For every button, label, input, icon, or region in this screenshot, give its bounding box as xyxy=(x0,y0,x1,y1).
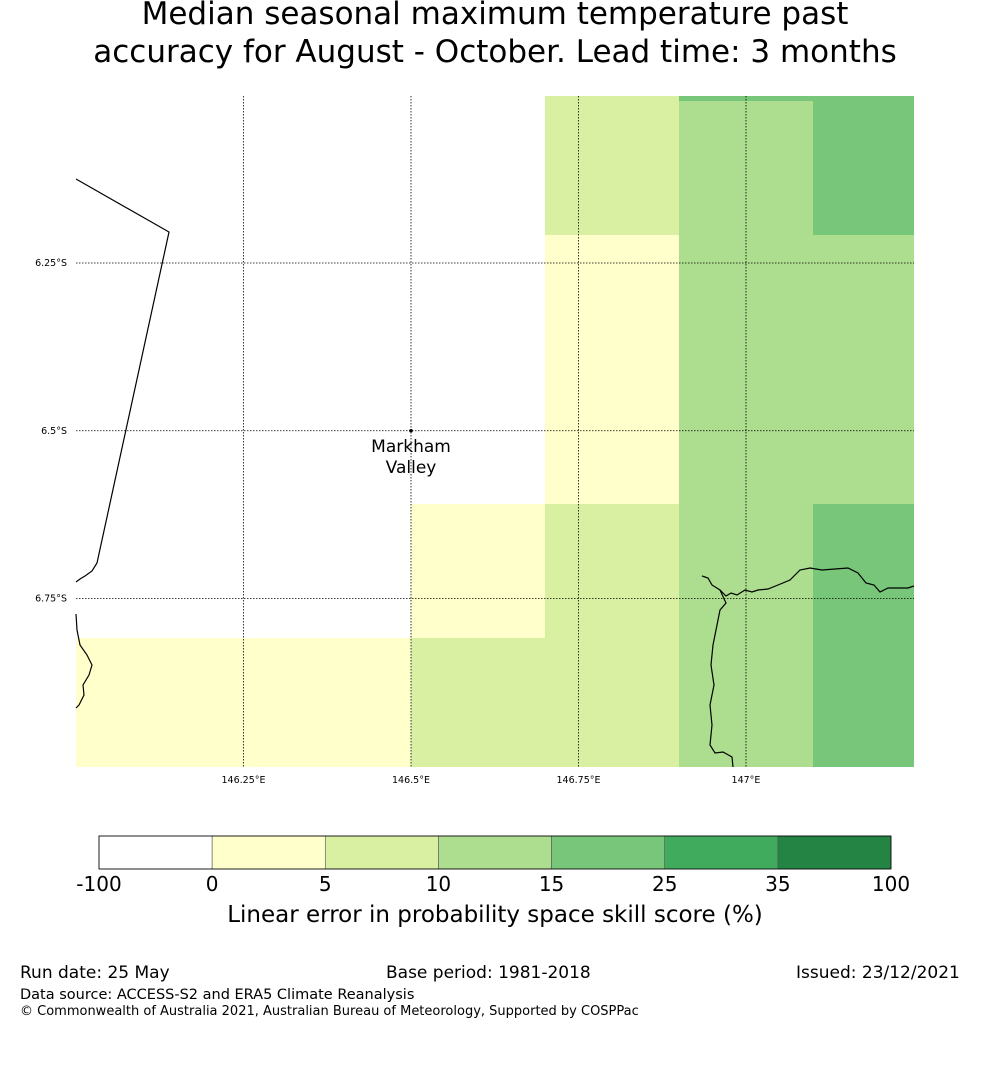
colorbar-tick-label: 100 xyxy=(871,872,911,896)
data-source: Data source: ACCESS-S2 and ERA5 Climate … xyxy=(20,987,415,1003)
colorbar xyxy=(98,835,892,870)
lon-tick-label: 146.25°E xyxy=(222,775,266,786)
lat-tick-label: 6.5°S xyxy=(41,426,67,437)
skill-grid xyxy=(76,96,914,767)
colorbar-swatch xyxy=(211,835,326,870)
grid-cell xyxy=(545,504,679,638)
lat-tick-label: 6.25°S xyxy=(35,258,67,269)
location-label-line-1: Markham xyxy=(371,437,451,457)
colorbar-tick-label: 15 xyxy=(538,872,565,896)
title-line-1: Median seasonal maximum temperature past xyxy=(141,0,849,32)
colorbar-frame xyxy=(98,835,892,870)
issued-date: Issued: 23/12/2021 xyxy=(796,963,960,983)
coastline-north xyxy=(75,178,170,583)
grid-cell xyxy=(679,235,914,504)
location-marker xyxy=(409,428,413,433)
coastline-river-south xyxy=(709,589,734,768)
coastline-river-east xyxy=(701,567,915,597)
grid-cell xyxy=(545,235,679,504)
graticule: 146.25°E 146.5°E 146.75°E 147°E 6.25°S 6.5°S 6… xyxy=(35,96,914,786)
colorbar-swatch xyxy=(777,835,892,870)
title-line-2: accuracy for August - October. Lead time… xyxy=(93,34,897,70)
colorbar-tick-label: 0 xyxy=(205,872,219,896)
run-date: Run date: 25 May xyxy=(20,963,170,983)
colorbar-tick-label: 35 xyxy=(765,872,791,896)
lat-tick-label: 6.75°S xyxy=(35,594,67,605)
coastline-southwest xyxy=(75,613,93,709)
colorbar-swatch xyxy=(324,835,439,870)
colorbar-swatch xyxy=(98,835,213,870)
coastline xyxy=(75,178,915,768)
copyright: © Commonwealth of Australia 2021, Austra… xyxy=(20,1004,639,1019)
grid-cell xyxy=(813,504,914,767)
colorbar-tick-label: 25 xyxy=(651,872,678,896)
grid-cell xyxy=(679,96,914,101)
location-label-line-2: Valley xyxy=(386,458,437,478)
grid-cell xyxy=(411,504,545,638)
lon-tick-label: 146.5°E xyxy=(392,775,430,786)
grid-cell xyxy=(545,96,679,235)
colorbar-tick-label: 10 xyxy=(425,872,452,896)
base-period: Base period: 1981-2018 xyxy=(386,963,591,983)
lon-tick-label: 147°E xyxy=(732,775,761,786)
colorbar-tick-labels: -100 0 5 10 15 25 35 100 xyxy=(0,872,990,898)
grid-cell xyxy=(813,101,914,235)
colorbar-tick-label: 5 xyxy=(318,872,332,896)
colorbar-swatch xyxy=(664,835,779,870)
grid-cell xyxy=(411,638,679,767)
colorbar-swatch xyxy=(551,835,666,870)
lon-tick-label: 146.75°E xyxy=(557,775,601,786)
colorbar-swatch xyxy=(438,835,552,870)
colorbar-tick-label: -100 xyxy=(76,872,122,896)
colorbar-title: Linear error in probability space skill … xyxy=(227,902,763,928)
